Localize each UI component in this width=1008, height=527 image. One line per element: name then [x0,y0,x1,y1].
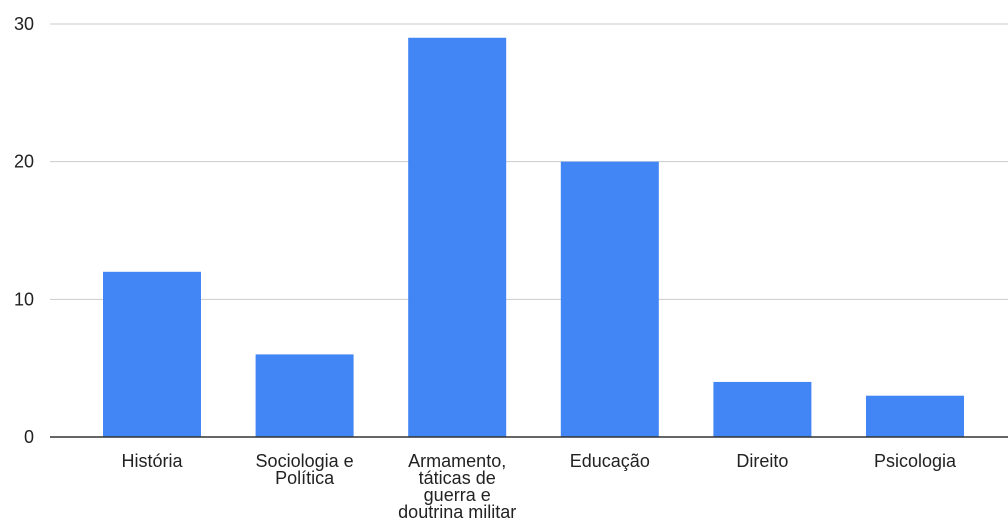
gridlines [50,23,1008,300]
x-category-label: Direito [736,451,788,471]
bar [560,161,659,437]
x-category-label: Armamento, táticas de guerra e doutrina mil… [398,451,516,522]
x-axis-category-labels: História Sociologia e Política Armamento, tá… [121,451,957,522]
bar [408,37,507,438]
bar [713,381,812,437]
x-category-label: Sociologia e Política [256,451,354,488]
y-tick-label: 20 [14,152,34,172]
bars [103,37,964,438]
bar [255,354,354,437]
bar [866,395,964,437]
x-category-label: História [121,451,183,471]
y-tick-label: 30 [14,14,34,34]
y-tick-label: 10 [14,289,34,309]
x-category-label: Psicologia [874,451,957,471]
x-category-label: Educação [570,451,650,471]
bar [103,271,201,437]
y-axis-tick-labels: 0 10 20 30 [14,14,34,447]
y-tick-label: 0 [24,427,34,447]
